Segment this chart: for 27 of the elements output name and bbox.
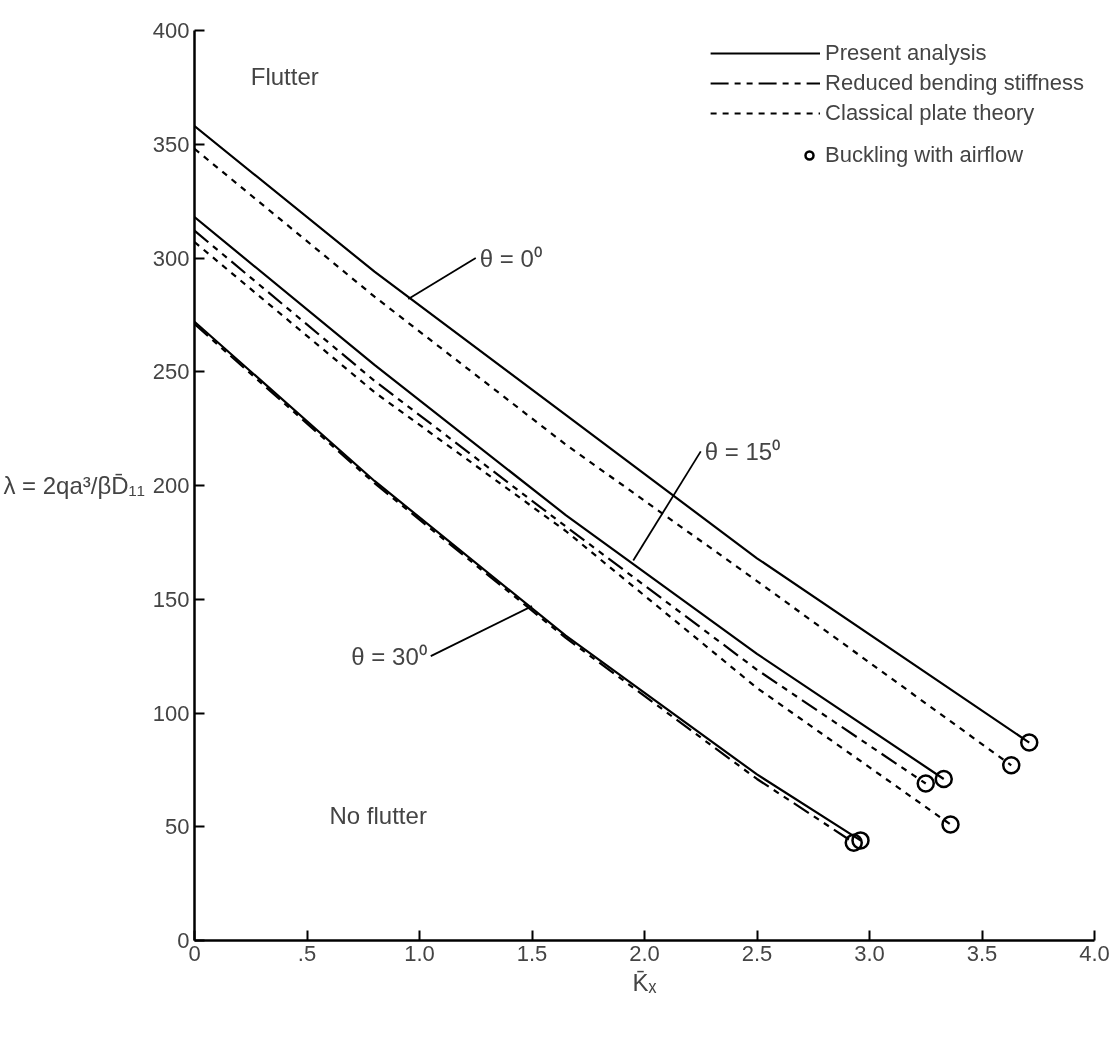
x-tick-label: 1.0 <box>404 940 435 966</box>
y-axis-title: λ = 2qa³/βD̄₁₁ <box>3 472 145 499</box>
y-tick-label: 300 <box>152 245 190 271</box>
y-tick-label: 150 <box>152 586 190 612</box>
legend-label: Classical plate theory <box>825 100 1035 126</box>
legend-label: Present analysis <box>825 40 987 66</box>
annotation: θ = 30⁰ <box>351 642 427 670</box>
x-tick-label: 2.0 <box>629 940 660 966</box>
annotation: θ = 15⁰ <box>704 437 781 465</box>
x-tick-label: 2.5 <box>741 940 773 966</box>
x-axis-title: K̄ₓ <box>632 968 657 996</box>
legend-label: Reduced bending stiffness <box>825 70 1084 96</box>
x-tick-label: 4.0 <box>1079 940 1110 966</box>
annotation: Flutter <box>250 62 319 90</box>
y-tick-label: 100 <box>152 700 190 726</box>
y-tick-label: 400 <box>152 18 190 43</box>
legend-label: Buckling with airflow <box>825 142 1024 168</box>
x-tick-label: 3.5 <box>966 940 998 966</box>
y-tick-label: 250 <box>152 359 190 385</box>
y-tick-label: 50 <box>165 814 190 840</box>
annotation: θ = 0⁰ <box>479 244 542 272</box>
annotation: No flutter <box>329 801 427 829</box>
x-tick-label: 1.5 <box>516 940 548 966</box>
y-tick-label: 200 <box>152 473 190 498</box>
x-tick-label: 3.0 <box>854 940 885 966</box>
x-tick-label: .5 <box>297 940 317 966</box>
y-tick-label: 350 <box>152 131 190 157</box>
